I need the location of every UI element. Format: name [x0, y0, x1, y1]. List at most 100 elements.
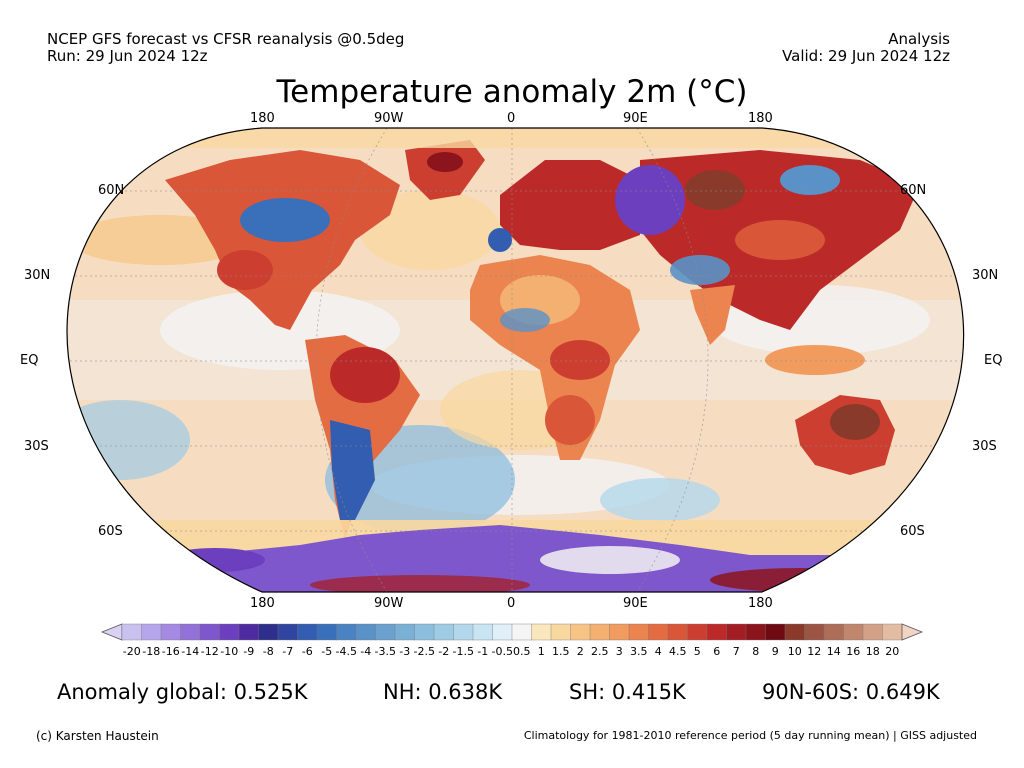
colorbar-swatch [628, 623, 649, 641]
credit: (c) Karsten Haustein [36, 729, 159, 743]
colorbar-swatch [862, 623, 883, 641]
colorbar-tick-label: 3.5 [630, 645, 648, 658]
lon-label-bottom-90w: 90W [374, 596, 404, 611]
run-time: Run: 29 Jun 2024 12z [47, 47, 208, 65]
analysis-label: Analysis [888, 30, 950, 48]
cold-anomaly-south-america [330, 420, 375, 520]
colorbar-tick-label: 16 [846, 645, 861, 658]
warm-anomaly-east-antarctica [710, 568, 890, 592]
colorbar-swatch [511, 623, 532, 641]
colorbar-swatch [648, 623, 669, 641]
colorbar-swatch [706, 623, 727, 641]
colorbar-swatch [180, 623, 201, 641]
colorbar-tick-label: -12 [200, 645, 219, 658]
colorbar-swatch [160, 623, 181, 641]
model-description: NCEP GFS forecast vs CFSR reanalysis @0.… [47, 30, 405, 48]
colorbar-swatch [784, 623, 805, 641]
colorbar-swatch [238, 623, 259, 641]
anomaly-90n-60s: 90N-60S: 0.649K [762, 680, 940, 704]
colorbar-swatch [726, 623, 747, 641]
colorbar-tick-label: -0.5 [491, 645, 513, 658]
colorbar-swatch [745, 623, 766, 641]
colorbar-swatch [492, 623, 513, 641]
lon-label-top-90w: 90W [374, 111, 404, 126]
lon-label-top-180w: 180 [250, 111, 275, 126]
colorbar-swatch [219, 623, 240, 641]
colorbar-tick-label: 12 [807, 645, 822, 658]
graticule [67, 128, 964, 592]
colorbar-tick-label: 4 [654, 645, 662, 658]
lat-label-left-eq: EQ [20, 353, 39, 368]
colorbar-swatch [882, 623, 903, 641]
colorbar-swatch [336, 623, 357, 641]
colorbar-tick-label: 18 [865, 645, 880, 658]
lat-label-left-30s: 30S [24, 439, 49, 454]
europe-land [500, 160, 640, 250]
colorbar-tick-label: 7 [732, 645, 740, 658]
colorbar-tick-label: 2 [576, 645, 584, 658]
climatology-note: Climatology for 1981-2010 reference peri… [523, 729, 977, 742]
colorbar-swatch [433, 623, 454, 641]
colorbar-tick-label: -9 [243, 645, 255, 658]
colorbar-tick-label: 20 [885, 645, 900, 658]
colorbar-tick-label: -7 [282, 645, 294, 658]
colorbar-swatch [823, 623, 844, 641]
colorbar-swatch [765, 623, 786, 641]
colorbar-swatch [277, 623, 298, 641]
lat-label-right-30n: 30N [972, 268, 999, 283]
colorbar-tick-label: 3 [615, 645, 623, 658]
colorbar-tick-label: -4 [360, 645, 372, 658]
colorbar-tick-label: 8 [752, 645, 760, 658]
colorbar-swatch [843, 623, 864, 641]
lon-label-bottom-90e: 90E [623, 596, 648, 611]
colorbar-tick-label: -6 [301, 645, 313, 658]
colorbar-tick-label: -18 [142, 645, 161, 658]
cool-anomaly-south-pacific [67, 400, 190, 480]
colorbar-swatch [589, 623, 610, 641]
colorbar-swatch [687, 623, 708, 641]
colorbar-under-arrow [100, 623, 123, 641]
colorbar-swatch [453, 623, 474, 641]
colorbar-tick-label: -5 [321, 645, 333, 658]
maritime-continent-land [765, 345, 865, 375]
lat-label-left-60n: 60N [98, 183, 125, 198]
colorbar-tick-label: -20 [122, 645, 141, 658]
lon-label-bottom-180e: 180 [748, 596, 773, 611]
colorbar-swatch [414, 623, 435, 641]
colorbar [100, 623, 924, 641]
colorbar-swatch [316, 623, 337, 641]
colorbar-tick-label: 6 [713, 645, 721, 658]
colorbar-tick-label: -16 [161, 645, 180, 658]
colorbar-tick-label: -14 [181, 645, 200, 658]
lat-label-right-30s: 30S [972, 439, 997, 454]
colorbar-swatch [570, 623, 591, 641]
lat-label-left-60s: 60S [98, 524, 123, 539]
colorbar-swatch [199, 623, 220, 641]
anomaly-sh: SH: 0.415K [569, 680, 686, 704]
anomaly-global: Anomaly global: 0.525K [57, 680, 308, 704]
lon-label-bottom-180w: 180 [250, 596, 275, 611]
map-title: Temperature anomaly 2m (°C) [276, 74, 748, 110]
colorbar-swatch [472, 623, 493, 641]
colorbar-tick-label: -3 [399, 645, 411, 658]
colorbar-tick-label: -1.5 [452, 645, 474, 658]
colorbar-swatch [609, 623, 630, 641]
colorbar-swatch [804, 623, 825, 641]
colorbar-tick-label: -4.5 [335, 645, 357, 658]
lat-label-left-30n: 30N [24, 268, 51, 283]
colorbar-tick-label: 14 [826, 645, 841, 658]
colorbar-swatch [355, 623, 376, 641]
lon-label-top-90e: 90E [623, 111, 648, 126]
colorbar-tick-label: 9 [771, 645, 779, 658]
valid-time: Valid: 29 Jun 2024 12z [782, 47, 950, 65]
lon-label-bottom-0: 0 [507, 596, 516, 611]
colorbar-tick-label: 2.5 [591, 645, 609, 658]
colorbar-tick-label: 5 [693, 645, 701, 658]
colorbar-tick-label: -2.5 [413, 645, 435, 658]
cold-anomaly-western-russia [615, 165, 685, 235]
colorbar-swatch [550, 623, 571, 641]
colorbar-swatch [667, 623, 688, 641]
lon-label-top-180e: 180 [748, 111, 773, 126]
colorbar-tick-label: -10 [220, 645, 239, 658]
